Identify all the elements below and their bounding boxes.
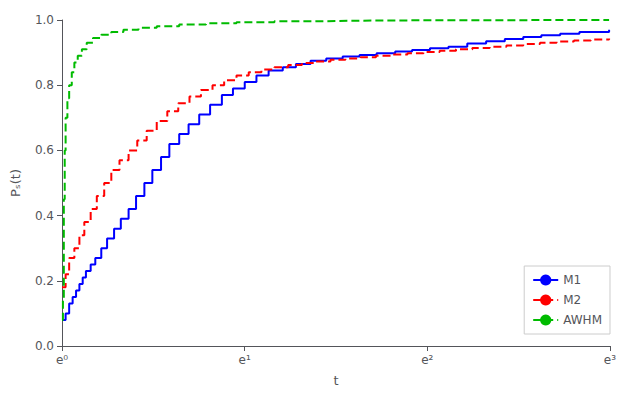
svg-text:M1: M1 bbox=[563, 273, 581, 287]
svg-text:e³: e³ bbox=[604, 353, 616, 367]
svg-text:e⁰: e⁰ bbox=[56, 353, 68, 367]
svg-text:1.0: 1.0 bbox=[35, 13, 54, 27]
svg-text:0.6: 0.6 bbox=[35, 143, 54, 157]
svg-text:0.8: 0.8 bbox=[35, 78, 54, 92]
svg-text:t: t bbox=[333, 373, 338, 388]
svg-text:e²: e² bbox=[421, 353, 433, 367]
svg-text:0.2: 0.2 bbox=[35, 274, 54, 288]
svg-text:0.4: 0.4 bbox=[35, 209, 54, 223]
svg-text:e¹: e¹ bbox=[239, 353, 251, 367]
svg-text:0.0: 0.0 bbox=[35, 339, 54, 353]
svg-text:M2: M2 bbox=[563, 293, 581, 307]
svg-text:Pₛ(t): Pₛ(t) bbox=[8, 169, 23, 197]
svg-text:AWHM: AWHM bbox=[563, 313, 602, 327]
